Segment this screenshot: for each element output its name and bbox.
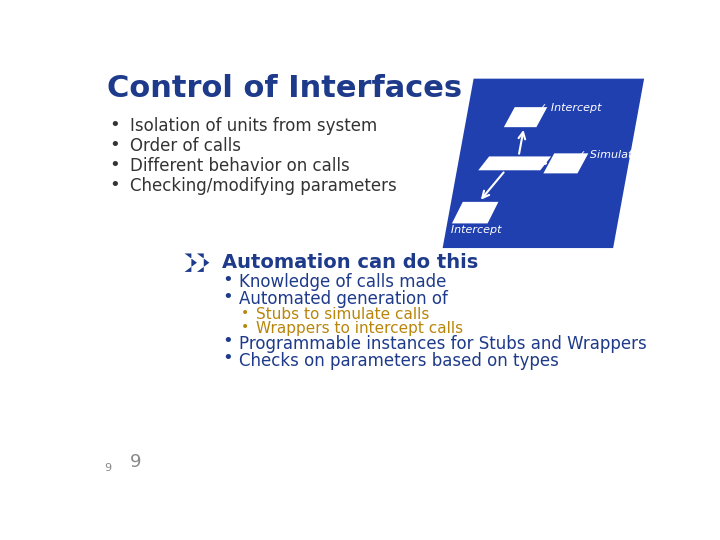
- Polygon shape: [197, 253, 210, 272]
- Text: ✓ Intercept: ✓ Intercept: [438, 225, 501, 235]
- Text: Checks on parameters based on types: Checks on parameters based on types: [239, 352, 559, 370]
- Text: •: •: [241, 320, 249, 334]
- Polygon shape: [478, 157, 551, 170]
- Text: •: •: [241, 306, 249, 320]
- Polygon shape: [544, 153, 588, 173]
- Text: ✓ Simulate: ✓ Simulate: [577, 150, 639, 159]
- Text: Wrappers to intercept calls: Wrappers to intercept calls: [256, 321, 463, 336]
- Text: Knowledge of calls made: Knowledge of calls made: [239, 273, 446, 292]
- Text: •: •: [109, 116, 120, 134]
- Text: ✓ Intercept: ✓ Intercept: [538, 103, 601, 113]
- Text: Automation can do this: Automation can do this: [222, 253, 478, 273]
- Text: •: •: [222, 349, 233, 367]
- Text: Isolation of units from system: Isolation of units from system: [130, 117, 377, 135]
- Text: Different behavior on calls: Different behavior on calls: [130, 157, 350, 175]
- Text: •: •: [222, 271, 233, 288]
- Polygon shape: [452, 202, 498, 224]
- Text: •: •: [222, 288, 233, 306]
- Text: Order of calls: Order of calls: [130, 137, 241, 155]
- Text: Stubs to simulate calls: Stubs to simulate calls: [256, 307, 429, 322]
- Text: •: •: [109, 176, 120, 194]
- Text: 9: 9: [104, 463, 111, 473]
- Text: Checking/modifying parameters: Checking/modifying parameters: [130, 177, 397, 195]
- Text: •: •: [109, 136, 120, 154]
- Text: •: •: [109, 156, 120, 174]
- Text: •: •: [222, 332, 233, 350]
- Polygon shape: [184, 253, 197, 272]
- Polygon shape: [443, 79, 644, 248]
- Polygon shape: [504, 107, 547, 127]
- Text: Programmable instances for Stubs and Wrappers: Programmable instances for Stubs and Wra…: [239, 335, 647, 353]
- Text: Control of Interfaces: Control of Interfaces: [107, 74, 462, 103]
- Text: 9: 9: [130, 454, 142, 471]
- Text: Automated generation of: Automated generation of: [239, 291, 448, 308]
